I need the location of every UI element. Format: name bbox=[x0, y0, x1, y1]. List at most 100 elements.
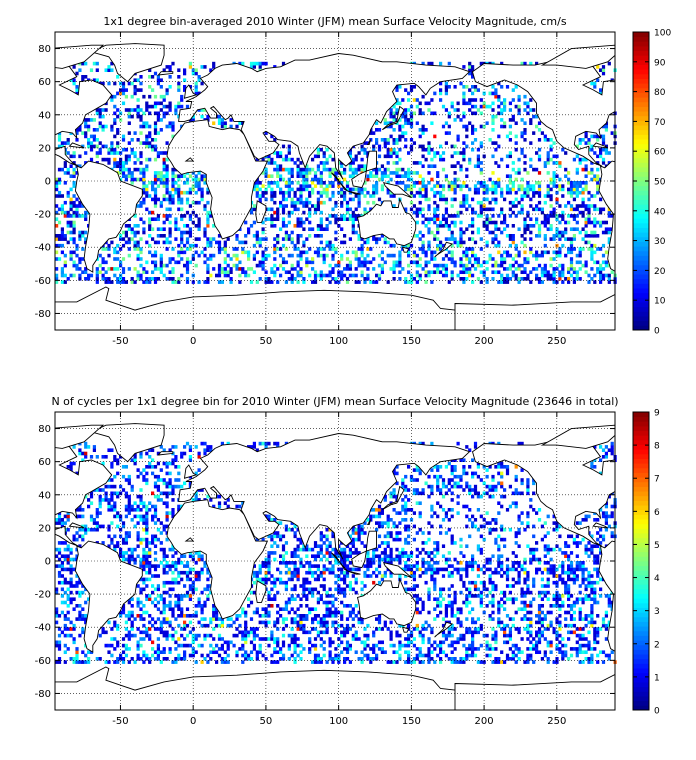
bin-cell bbox=[465, 101, 469, 106]
bin-cell bbox=[130, 181, 134, 185]
bin-cell bbox=[465, 85, 469, 89]
bin-cell bbox=[383, 118, 387, 122]
bin-cell bbox=[159, 200, 163, 205]
bin-cell bbox=[485, 224, 489, 228]
bin-cell bbox=[168, 594, 172, 598]
bin-cell bbox=[235, 247, 239, 251]
bin-cell bbox=[308, 640, 312, 645]
bin-cell bbox=[165, 111, 169, 116]
bin-cell bbox=[415, 594, 419, 598]
bin-cell bbox=[153, 250, 158, 255]
bin-cell bbox=[139, 217, 143, 222]
bin-cell bbox=[503, 124, 507, 129]
bin-cell bbox=[465, 247, 469, 251]
bin-cell bbox=[392, 151, 396, 155]
bin-cell bbox=[183, 68, 187, 73]
bin-cell bbox=[319, 194, 323, 198]
bin-cell bbox=[450, 214, 454, 218]
bin-cell bbox=[572, 610, 577, 615]
colorbar-segment bbox=[633, 236, 649, 242]
bin-cell bbox=[148, 131, 152, 135]
bin-cell bbox=[75, 138, 79, 142]
bin-cell bbox=[133, 280, 137, 284]
bin-cell bbox=[357, 260, 361, 265]
bin-cell bbox=[331, 247, 335, 251]
bin-cell bbox=[107, 650, 111, 655]
bin-cell bbox=[308, 214, 312, 218]
continent-outline bbox=[691, 120, 696, 239]
bin-cell bbox=[311, 177, 315, 182]
bin-cell bbox=[316, 164, 321, 169]
bin-cell bbox=[279, 607, 283, 612]
bin-cell bbox=[311, 187, 315, 192]
bin-cell bbox=[139, 237, 143, 241]
bin-cell bbox=[319, 217, 323, 222]
bin-cell bbox=[482, 220, 486, 225]
bin-cell bbox=[569, 237, 574, 241]
bin-cell bbox=[508, 200, 513, 205]
bin-cell bbox=[584, 184, 588, 188]
bin-cell bbox=[319, 227, 323, 232]
bin-cell bbox=[543, 584, 547, 588]
bin-cell bbox=[424, 260, 428, 265]
bin-cell bbox=[401, 124, 405, 129]
bin-cell bbox=[220, 267, 225, 271]
bin-cell bbox=[436, 614, 440, 618]
bin-cell bbox=[121, 604, 126, 608]
bin-cell bbox=[433, 660, 437, 664]
bin-cell bbox=[450, 234, 454, 238]
bin-cell bbox=[69, 273, 73, 278]
bin-cell bbox=[508, 617, 513, 621]
bin-cell bbox=[316, 181, 321, 185]
bin-cell bbox=[476, 257, 481, 261]
bin-cell bbox=[174, 224, 178, 228]
bin-cell bbox=[255, 237, 259, 241]
bin-cell bbox=[168, 207, 172, 212]
bin-cell bbox=[543, 267, 547, 271]
bin-cell bbox=[375, 190, 379, 195]
bin-cell bbox=[584, 204, 588, 208]
bin-cell bbox=[249, 657, 254, 661]
bin-cell bbox=[124, 633, 129, 638]
bin-cell bbox=[590, 204, 594, 208]
bin-cell bbox=[200, 604, 204, 608]
bin-cell bbox=[276, 217, 280, 222]
bin-cell bbox=[462, 194, 466, 198]
bin-cell bbox=[482, 660, 486, 664]
bin-cell bbox=[372, 194, 376, 198]
bin-cell bbox=[133, 617, 137, 621]
bin-cell bbox=[261, 253, 265, 258]
bin-cell bbox=[520, 650, 524, 655]
bin-cell bbox=[60, 587, 65, 592]
bin-cell bbox=[535, 181, 539, 185]
bin-cell bbox=[113, 157, 117, 162]
bin-cell bbox=[369, 660, 373, 664]
bin-cell bbox=[322, 227, 326, 232]
bin-cell bbox=[177, 68, 181, 73]
bin-cell bbox=[473, 584, 478, 588]
bin-cell bbox=[174, 647, 178, 651]
colorbar-tick-label: 90 bbox=[654, 58, 666, 68]
bin-cell bbox=[296, 637, 300, 641]
bin-cell bbox=[491, 114, 495, 119]
bin-cell bbox=[587, 207, 591, 212]
bin-cell bbox=[290, 237, 294, 241]
bin-cell bbox=[599, 147, 603, 152]
bin-cell bbox=[343, 234, 347, 238]
bin-cell bbox=[305, 217, 309, 222]
bin-cell bbox=[363, 280, 367, 284]
bin-cell bbox=[302, 210, 306, 215]
bin-cell bbox=[273, 210, 277, 215]
bin-cell bbox=[153, 194, 158, 198]
bin-cell bbox=[287, 234, 291, 238]
bin-cell bbox=[206, 114, 210, 119]
bin-cell bbox=[57, 237, 62, 241]
bin-cell bbox=[348, 161, 353, 165]
bin-cell bbox=[319, 637, 323, 641]
bin-cell bbox=[459, 230, 463, 235]
bin-cell bbox=[343, 217, 347, 222]
bin-cell bbox=[517, 277, 521, 281]
bin-cell bbox=[241, 637, 245, 641]
bin-cell bbox=[535, 257, 539, 261]
bin-cell bbox=[247, 273, 251, 278]
